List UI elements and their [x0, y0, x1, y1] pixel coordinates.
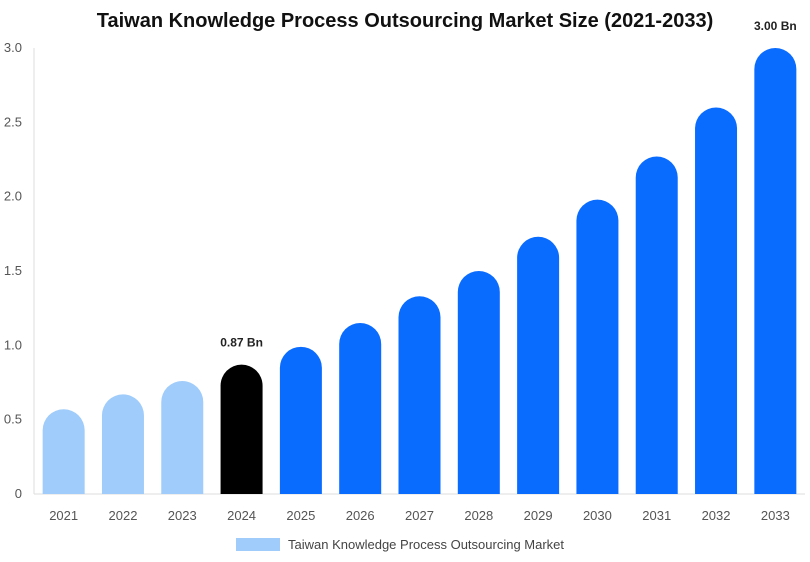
- bar-2033[interactable]: [754, 48, 797, 495]
- bar-2030[interactable]: [576, 199, 619, 494]
- x-tick-label: 2029: [524, 508, 553, 523]
- x-tick-label: 2026: [346, 508, 375, 523]
- y-tick-label: 1.5: [4, 263, 22, 278]
- bar-2024[interactable]: [220, 364, 263, 494]
- x-tick-label: 2032: [702, 508, 731, 523]
- data-label-2024: 0.87 Bn: [220, 336, 263, 350]
- bar-2028[interactable]: [457, 271, 500, 494]
- bar-2026[interactable]: [339, 323, 382, 494]
- x-tick-label: 2022: [109, 508, 138, 523]
- bar-2031[interactable]: [635, 156, 678, 494]
- y-tick-label: 2.0: [4, 189, 22, 204]
- legend[interactable]: Taiwan Knowledge Process Outsourcing Mar…: [236, 537, 564, 552]
- y-tick-label: 0: [15, 486, 22, 501]
- data-labels: 0.87 Bn 3.00 Bn: [220, 19, 796, 350]
- bar-2022[interactable]: [101, 394, 144, 494]
- bar-2029[interactable]: [517, 236, 560, 494]
- bar-2021[interactable]: [42, 409, 85, 494]
- y-tick-label: 3.0: [4, 40, 22, 55]
- x-tick-label: 2023: [168, 508, 197, 523]
- bar-2023[interactable]: [161, 381, 204, 494]
- y-tick-label: 0.5: [4, 412, 22, 427]
- x-axis-ticks: 2021 2022 2023 2024 2025 2026 2027 2028 2029 2030…: [49, 508, 790, 523]
- data-label-2033: 3.00 Bn: [754, 19, 797, 33]
- x-tick-label: 2021: [49, 508, 78, 523]
- x-tick-label: 2025: [286, 508, 315, 523]
- bars: [42, 48, 797, 495]
- x-tick-label: 2027: [405, 508, 434, 523]
- bar-2025[interactable]: [279, 346, 322, 494]
- x-tick-label: 2031: [642, 508, 671, 523]
- legend-label: Taiwan Knowledge Process Outsourcing Mar…: [288, 537, 564, 552]
- legend-swatch: [236, 538, 280, 551]
- chart-title: Taiwan Knowledge Process Outsourcing Mar…: [96, 10, 714, 32]
- x-tick-label: 2030: [583, 508, 612, 523]
- x-tick-label: 2028: [464, 508, 493, 523]
- y-tick-label: 2.5: [4, 114, 22, 129]
- bar-2027[interactable]: [398, 296, 441, 494]
- y-tick-label: 1.0: [4, 337, 22, 352]
- bar-2032[interactable]: [695, 107, 738, 494]
- y-axis-ticks: 0 0.5 1.0 1.5 2.0 2.5 3.0: [4, 40, 22, 501]
- x-tick-label: 2033: [761, 508, 790, 523]
- x-tick-label: 2024: [227, 508, 256, 523]
